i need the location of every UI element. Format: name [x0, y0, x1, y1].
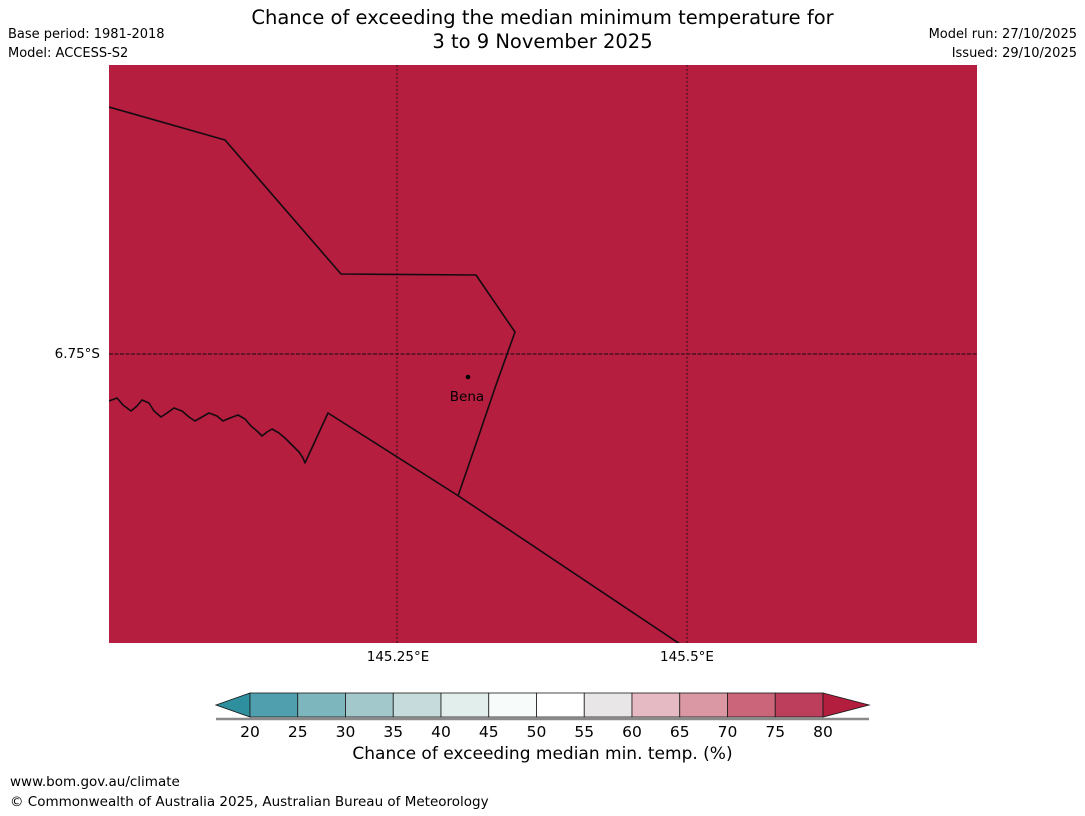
- issued-label: Issued: 29/10/2025: [951, 46, 1077, 61]
- colorbar-segment-20-25: [249, 692, 299, 718]
- colorbar-caption: Chance of exceeding median min. temp. (%…: [352, 744, 733, 764]
- page-title-line1: Chance of exceeding the median minimum t…: [251, 6, 834, 29]
- town-label: Bena: [450, 389, 484, 405]
- colorbar-tick-35: 35: [383, 723, 403, 741]
- colorbar-tick-65: 65: [670, 723, 690, 741]
- colorbar-tick-50: 50: [527, 723, 547, 741]
- colorbar-segment-30-35: [345, 692, 394, 718]
- footer-url: www.bom.gov.au/climate: [10, 774, 180, 790]
- colorbar-left-arrow: [214, 692, 251, 718]
- footer-copyright: © Commonwealth of Australia 2025, Austra…: [10, 794, 489, 810]
- colorbar-tick-40: 40: [431, 723, 451, 741]
- colorbar-tick-55: 55: [574, 723, 594, 741]
- map-plot: Bena: [108, 65, 977, 645]
- colorbar-segment-60-65: [631, 692, 681, 718]
- colorbar-segment-70-75: [727, 692, 776, 718]
- colorbar-segment-35-40: [392, 692, 442, 718]
- colorbar-segment-65-70: [679, 692, 728, 718]
- colorbar-segment-50-55: [536, 692, 585, 718]
- colorbar-tick-30: 30: [336, 723, 356, 741]
- colorbar-right-arrow: [822, 692, 871, 718]
- river-border-southwest: [108, 397, 681, 645]
- lon-tick-label-1455: 145.5°E: [660, 649, 714, 665]
- page-title-line2: 3 to 9 November 2025: [432, 30, 653, 53]
- colorbar-tick-25: 25: [288, 723, 308, 741]
- colorbar-segment-25-30: [297, 692, 346, 718]
- map-canvas: Bena: [108, 65, 977, 645]
- town-marker-dot: [465, 374, 471, 380]
- colorbar-tick-80: 80: [813, 723, 833, 741]
- colorbar-segment-75-80: [774, 692, 824, 718]
- colorbar-segment-55-60: [583, 692, 633, 718]
- colorbar-tick-45: 45: [479, 723, 499, 741]
- lon-tick-label-14525: 145.25°E: [366, 649, 430, 665]
- model-run-label: Model run: 27/10/2025: [928, 27, 1077, 42]
- model-label: Model: ACCESS-S2: [8, 46, 129, 61]
- lat-tick-label: 6.75°S: [54, 346, 100, 362]
- colorbar-segment-40-45: [440, 692, 490, 718]
- district-border-north: [108, 106, 516, 497]
- colorbar-tick-75: 75: [765, 723, 785, 741]
- colorbar-segment-45-50: [488, 692, 537, 718]
- colorbar-tick-60: 60: [622, 723, 642, 741]
- colorbar-tick-70: 70: [718, 723, 738, 741]
- colorbar: 20 25 30 35 40 45 50 55 60 65 70 75 80: [214, 692, 871, 741]
- base-period-label: Base period: 1981-2018: [8, 27, 165, 42]
- colorbar-tick-20: 20: [240, 723, 260, 741]
